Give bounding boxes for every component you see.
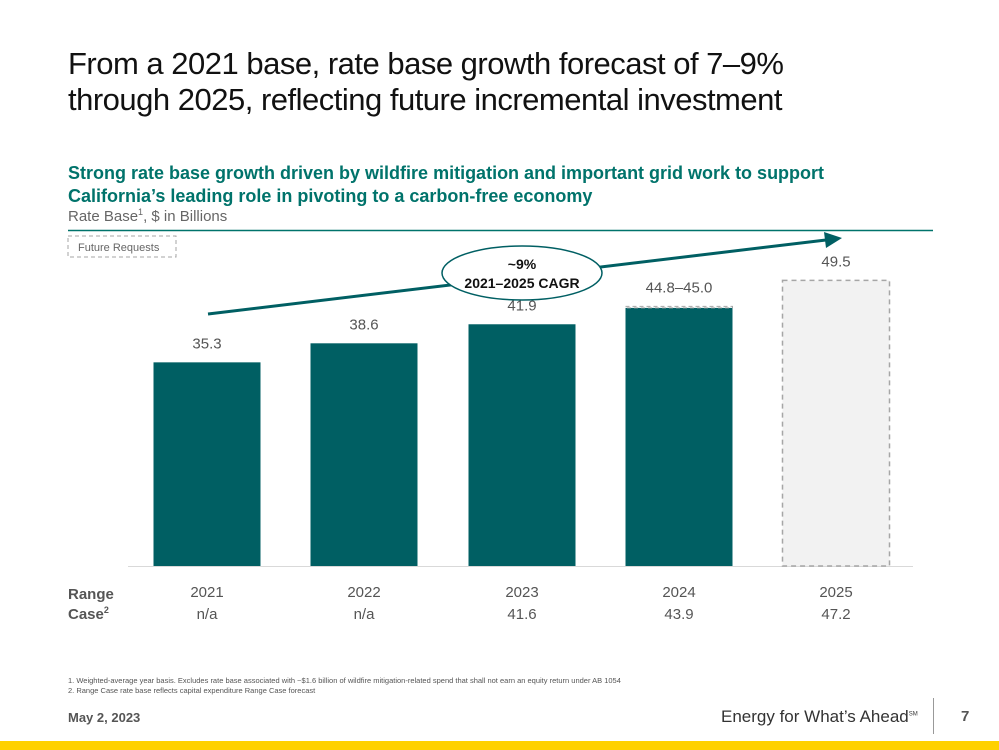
units-label: Rate Base1, $ in Billions bbox=[68, 207, 227, 225]
cagr-label: 2021–2025 CAGR bbox=[464, 275, 579, 291]
cagr-value: ~9% bbox=[508, 256, 537, 272]
range-case-2024: 43.9 bbox=[664, 606, 693, 623]
chart-subtitle-line-2: California’s leading role in pivoting to… bbox=[68, 186, 593, 206]
range-case-label-line-2: Case2 bbox=[68, 605, 109, 623]
footnote-1: 1. Weighted-average year basis. Excludes… bbox=[68, 676, 621, 685]
cagr-ellipse bbox=[441, 245, 603, 301]
brand-yellow-bar bbox=[0, 741, 999, 750]
bar-2024 bbox=[625, 307, 733, 566]
cagr-annotation: ~9% 2021–2025 CAGR bbox=[207, 232, 842, 316]
cagr-arrowhead-icon bbox=[824, 232, 842, 248]
value-label-2025: 49.5 bbox=[821, 253, 850, 270]
bar-2024-range-cap bbox=[625, 305, 733, 309]
x-tick-2023: 2023 bbox=[505, 584, 538, 601]
footnotes: 1. Weighted-average year basis. Excludes… bbox=[68, 676, 621, 696]
range-case-2023: 41.6 bbox=[507, 606, 536, 623]
bar-2023 bbox=[468, 324, 576, 566]
slide-title-line-1: From a 2021 base, rate base growth forec… bbox=[68, 46, 784, 81]
x-tick-2024: 2024 bbox=[662, 584, 695, 601]
slide-title: From a 2021 base, rate base growth forec… bbox=[68, 46, 948, 118]
brand-tagline-text: Energy for What’s Ahead bbox=[721, 707, 909, 726]
value-label-2021: 35.3 bbox=[192, 335, 221, 352]
x-tick-2021: 2021 bbox=[190, 584, 223, 601]
bar-2025-future-request bbox=[781, 279, 891, 567]
slide-date: May 2, 2023 bbox=[68, 710, 141, 725]
legend-future-box bbox=[67, 235, 177, 258]
future-requests-legend: Future Requests bbox=[67, 235, 177, 258]
units-label-suffix: , $ in Billions bbox=[143, 208, 228, 225]
bar-2021 bbox=[153, 362, 261, 566]
value-label-2023: 41.9 bbox=[507, 297, 536, 314]
value-label-2022: 38.6 bbox=[349, 316, 378, 333]
rate-base-chart: Future Requests 35.3 2021 n/a 38.6 2022 n/a 41… bbox=[67, 229, 933, 623]
slide-title-line-2: through 2025, reflecting future incremen… bbox=[68, 82, 782, 117]
page-number: 7 bbox=[961, 708, 970, 725]
range-case-2022: n/a bbox=[354, 606, 376, 623]
chart-subtitle-line-1: Strong rate base growth driven by wildfi… bbox=[68, 163, 825, 183]
bars-layer: 35.3 2021 n/a 38.6 2022 n/a 41.9 2023 41.6 44.8–4… bbox=[153, 253, 891, 623]
service-mark: SM bbox=[908, 711, 918, 718]
units-label-text: Rate Base bbox=[68, 208, 139, 225]
legend-future-label: Future Requests bbox=[78, 242, 160, 254]
range-case-label-word: Case bbox=[68, 606, 104, 623]
range-case-row-label: Range Case2 bbox=[68, 586, 114, 623]
range-case-footnote-ref: 2 bbox=[104, 605, 109, 615]
x-tick-2025: 2025 bbox=[819, 584, 852, 601]
value-label-2024: 44.8–45.0 bbox=[646, 279, 713, 296]
range-case-2021: n/a bbox=[197, 606, 219, 623]
chart-subtitle: Strong rate base growth driven by wildfi… bbox=[68, 162, 948, 208]
units-footnote-ref: 1 bbox=[138, 207, 144, 217]
brand-tagline: Energy for What’s AheadSM bbox=[721, 707, 918, 727]
range-case-label-line-1: Range bbox=[68, 586, 114, 603]
footer-divider bbox=[933, 698, 934, 734]
footnote-2: 2. Range Case rate base reflects capital… bbox=[68, 686, 316, 695]
range-case-2025: 47.2 bbox=[821, 606, 850, 623]
x-tick-2022: 2022 bbox=[347, 584, 380, 601]
bar-2022 bbox=[310, 343, 418, 566]
